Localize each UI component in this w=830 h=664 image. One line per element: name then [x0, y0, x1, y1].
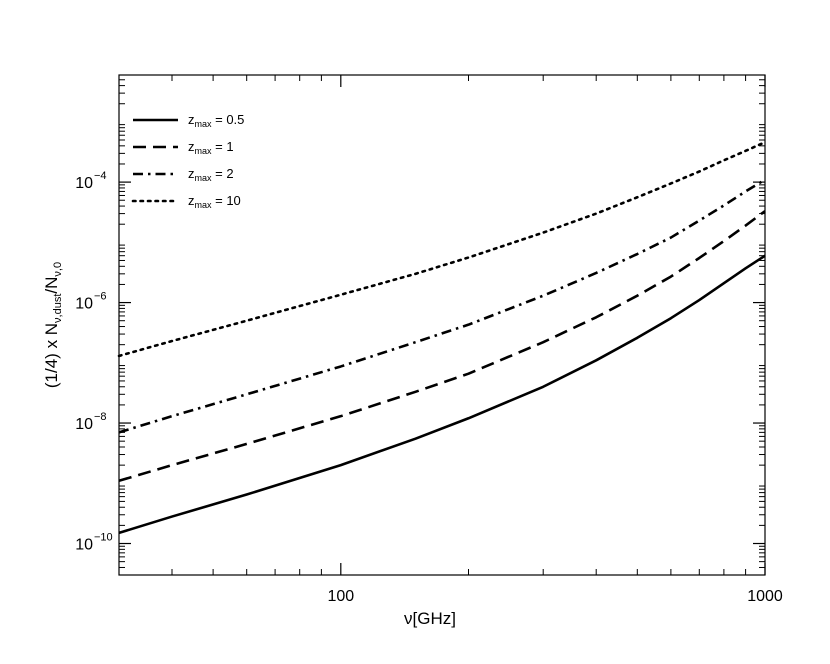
- y-axis-label-mid: /N: [42, 277, 61, 294]
- series-line-4: [117, 140, 767, 358]
- y-tick-exponent: −4: [94, 170, 107, 182]
- legend: zmax = 0.5 zmax = 1 zmax = 2 zmax = 10: [131, 112, 244, 210]
- series-line-1: [118, 254, 766, 535]
- legend-label-3: zmax = 2: [188, 166, 234, 183]
- y-axis-label-sub1: ν,dust: [52, 294, 64, 323]
- x-tick-label: 100: [327, 588, 354, 605]
- series-line-3: [118, 178, 766, 434]
- y-tick-exponent: −6: [94, 291, 107, 303]
- y-axis-label-prefix: (1/4) x N: [42, 323, 61, 388]
- y-tick-label: 10: [75, 537, 93, 554]
- series-layer: [117, 140, 767, 535]
- y-axis-label-sub2: ν,0: [52, 262, 64, 277]
- y-axis-label: (1/4) x Nν,dust/Nν,0: [42, 262, 64, 388]
- y-tick-label: 10: [75, 296, 93, 313]
- x-axis-label: ν[GHz]: [404, 609, 456, 628]
- y-tick-label: 10: [75, 416, 93, 433]
- plot-frame: [118, 74, 766, 576]
- major-ticks: [119, 75, 766, 575]
- y-tick-exponent: −8: [94, 411, 107, 423]
- y-tick-exponent: −10: [94, 532, 113, 544]
- legend-label-4: zmax = 10: [188, 193, 241, 210]
- legend-label-2: zmax = 1: [188, 139, 234, 156]
- y-tick-label: 10: [75, 175, 93, 192]
- minor-ticks: [119, 75, 765, 575]
- series-line-2: [118, 210, 766, 483]
- legend-label-1: zmax = 0.5: [188, 112, 244, 129]
- x-tick-label: 1000: [747, 588, 783, 605]
